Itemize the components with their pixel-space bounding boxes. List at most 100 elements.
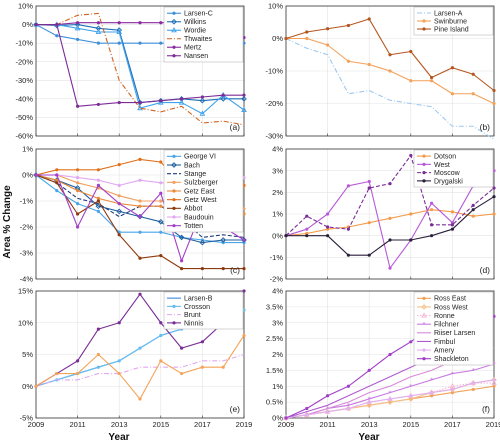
panel-a: 10% 0% -10% -20% -30% -40% -50% -60% (a) Larsen-C…	[15, 2, 247, 141]
data-point	[76, 189, 80, 193]
y-tick-label: 5%	[22, 350, 33, 359]
legend-entry: Moscow	[434, 170, 461, 177]
legend-entry: Mertz	[184, 45, 202, 52]
data-point	[242, 267, 246, 271]
data-point	[367, 17, 371, 21]
data-point	[471, 381, 475, 385]
data-point	[157, 218, 164, 225]
data-point	[96, 352, 100, 357]
y-tick-label: 2%	[272, 188, 283, 197]
data-point	[96, 209, 100, 213]
data-point	[95, 28, 102, 35]
data-point	[34, 173, 38, 177]
legend-marker	[422, 162, 426, 166]
panel-label: (c)	[230, 265, 240, 275]
plot-frame	[35, 5, 245, 137]
data-point	[117, 21, 121, 25]
data-point	[220, 96, 227, 102]
data-point	[76, 212, 80, 216]
data-point	[55, 168, 59, 172]
data-point	[450, 210, 454, 214]
data-point	[346, 23, 350, 28]
data-point	[409, 49, 413, 54]
y-tick-label: -10%	[265, 67, 283, 76]
legend-marker	[422, 296, 426, 300]
data-point	[450, 387, 454, 392]
legend-entry: Larsen-C	[184, 11, 213, 18]
data-point	[138, 157, 142, 161]
y-axis-title: Area % Change	[2, 185, 13, 259]
data-point	[138, 215, 142, 219]
y-tick-label: 1.5%	[266, 366, 283, 375]
series-wordie	[33, 21, 247, 116]
data-point	[76, 371, 80, 376]
data-point	[471, 203, 475, 207]
data-point	[117, 163, 121, 167]
x-tick-label: 2017	[194, 420, 211, 429]
data-point	[471, 214, 475, 218]
data-point: *	[472, 367, 476, 375]
data-point	[138, 199, 142, 203]
data-point	[409, 394, 413, 398]
series-ninnis	[34, 289, 246, 388]
data-point	[117, 371, 121, 376]
data-point	[117, 321, 121, 325]
data-point	[409, 212, 413, 216]
data-point	[491, 379, 497, 386]
data-point	[199, 239, 206, 246]
legend-entry: Wordie	[184, 28, 206, 35]
data-point	[492, 212, 496, 216]
data-point	[326, 225, 330, 229]
legend-entry: Nansen	[184, 53, 208, 60]
series-larsen-a	[285, 38, 495, 140]
series-line	[36, 24, 245, 115]
data-point	[367, 253, 371, 257]
legend-marker	[422, 19, 426, 23]
data-point	[138, 346, 142, 350]
data-point	[367, 368, 371, 372]
x-tick-label: 2011	[70, 420, 86, 429]
legend-entry: Wilkins	[184, 19, 207, 26]
data-point	[305, 36, 309, 41]
legend-entry: Abbot	[184, 206, 202, 213]
y-tick-label: 0%	[272, 34, 283, 43]
legend-entry: Stange	[184, 171, 206, 178]
data-point	[76, 168, 80, 172]
data-point	[305, 234, 309, 238]
legend-box	[163, 6, 244, 63]
series-nansen	[34, 22, 246, 108]
y-tick-label: 15%	[18, 287, 33, 296]
y-tick-label: 0.5%	[266, 398, 283, 407]
legend-entry: Fimbul	[434, 339, 455, 346]
legend-marker	[172, 180, 176, 184]
legend-entry: Dotson	[434, 154, 456, 161]
y-tick-label: -4%	[20, 275, 34, 284]
data-point	[491, 377, 497, 383]
data-point	[55, 34, 59, 38]
data-point: *	[368, 395, 372, 403]
series-line	[285, 38, 495, 140]
legend-marker	[422, 357, 426, 361]
legend-marker	[172, 321, 176, 325]
y-tick-label: -30%	[265, 132, 283, 141]
data-point	[159, 181, 163, 185]
legend-entry: Getz West	[184, 197, 217, 204]
data-point	[178, 99, 185, 105]
data-point	[409, 79, 413, 83]
x-tick-label: 2015	[402, 420, 419, 429]
legend-entry: Bach	[184, 162, 200, 169]
y-tick-label: 3.5%	[266, 302, 283, 311]
data-point	[34, 22, 38, 27]
data-point: *	[492, 360, 496, 368]
x-tick-label: 2009	[278, 420, 295, 429]
data-point	[200, 267, 204, 271]
data-point	[326, 27, 330, 31]
data-point	[180, 371, 184, 376]
data-point	[387, 399, 393, 405]
data-point	[471, 208, 475, 212]
panel-d: 4% 3% 2% 1% 0% -1% -2% (d) DotsonWestMoscowDryga…	[270, 145, 496, 284]
data-point	[471, 72, 475, 76]
